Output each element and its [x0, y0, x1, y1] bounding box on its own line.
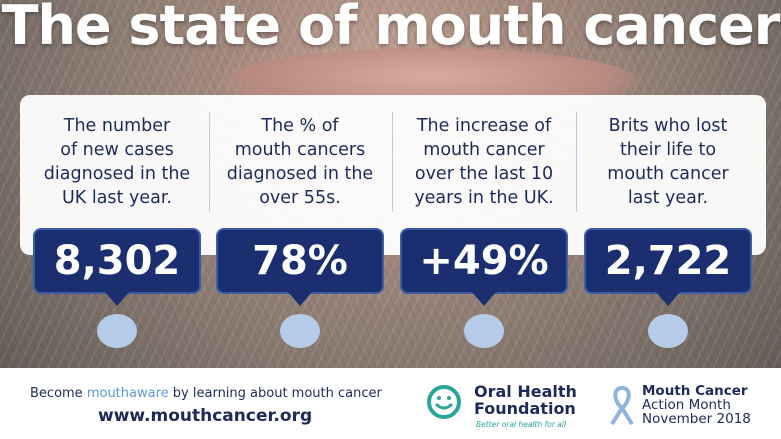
stat-value: 8,302: [33, 228, 201, 294]
description-line: their life to: [619, 140, 717, 160]
footer: Become mouthaware by learning about mout…: [0, 368, 781, 439]
stat-description: The number of new cases diagnosed in the UK…: [27, 114, 207, 210]
description-line: years in the UK.: [414, 188, 554, 208]
stat-value: +49%: [400, 228, 568, 294]
description-line: over 55s.: [259, 188, 341, 208]
stat-value: 2,722: [584, 228, 752, 294]
description-line: The number: [63, 116, 171, 136]
ohf-name: Oral Health Foundation: [474, 383, 577, 417]
pointer: [472, 292, 496, 306]
description-line: last year.: [627, 188, 709, 208]
website-link[interactable]: www.mouthcancer.org: [98, 406, 313, 426]
description-line: mouth cancers: [234, 140, 366, 160]
pointer: [656, 292, 680, 306]
stat-description: Brits who lost their life to mouth cancer l…: [578, 114, 758, 210]
stat-description: The % of mouth cancers diagnosed in the ove…: [210, 114, 390, 210]
description-line: mouth cancer: [423, 140, 545, 160]
dot: [280, 314, 320, 348]
dot: [648, 314, 688, 348]
divider: [392, 112, 393, 212]
ohf-logo: [427, 385, 461, 419]
dot: [97, 314, 137, 348]
ohf-name-line: Foundation: [474, 399, 576, 418]
ribbon-logo: [610, 386, 634, 426]
stat-description: The increase of mouth cancer over the last…: [394, 114, 574, 210]
description-line: diagnosed in the: [43, 164, 191, 184]
ohf-slogan: Better oral health for all: [476, 420, 567, 429]
description-line: The increase of: [416, 116, 552, 136]
title: The state of mouth cancer: [1, 0, 781, 57]
campaign-line: November 2018: [642, 411, 751, 427]
tagline-highlight: mouthaware: [86, 386, 169, 401]
description-line: diagnosed in the: [226, 164, 374, 184]
campaign: Mouth Cancer Action Month November 2018: [642, 384, 751, 426]
divider: [576, 112, 577, 212]
description-line: UK last year.: [62, 188, 172, 208]
campaign-line: Action Month: [642, 397, 731, 413]
divider: [208, 112, 210, 212]
tagline-text: Become: [30, 386, 83, 401]
description-line: Brits who lost: [608, 116, 728, 136]
description-line: The % of: [261, 116, 339, 136]
ohf-name-line: Oral Health: [474, 382, 577, 401]
stat-value: 78%: [216, 228, 384, 294]
description-line: over the last 10: [414, 164, 554, 184]
pointer: [105, 292, 129, 306]
description-line: mouth cancer: [607, 164, 729, 184]
pointer: [288, 292, 312, 306]
dot: [464, 314, 504, 348]
tagline: Become mouthaware by learning about mout…: [30, 386, 382, 401]
tagline-text: by learning about mouth cancer: [172, 386, 382, 401]
campaign-line: Mouth Cancer: [642, 383, 748, 399]
description-line: of new cases: [60, 140, 174, 160]
